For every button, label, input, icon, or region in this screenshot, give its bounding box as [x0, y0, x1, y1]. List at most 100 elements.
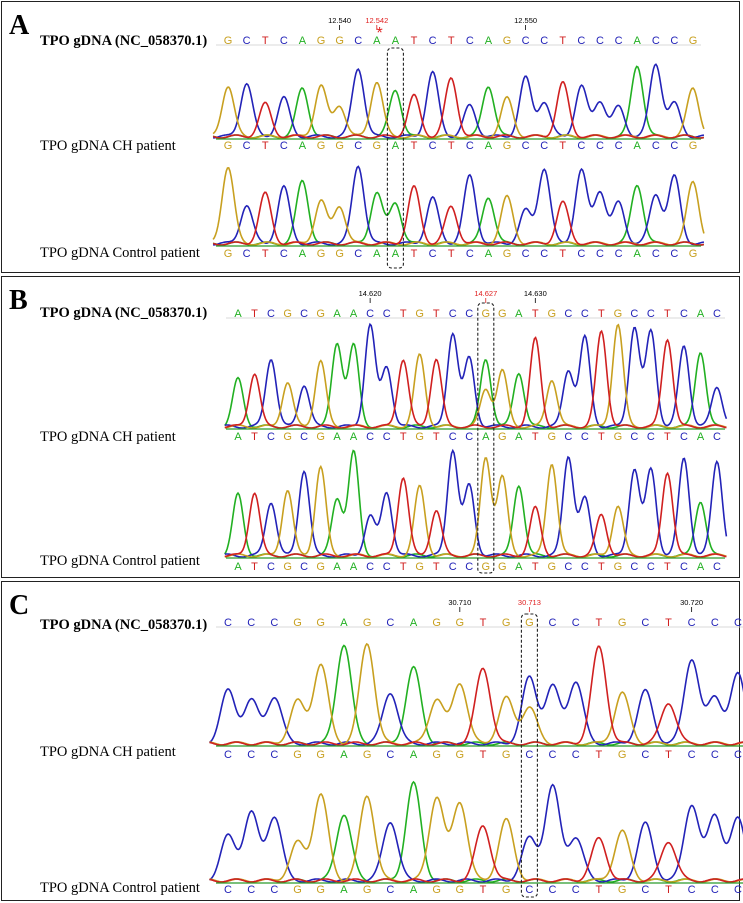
panel-1-control-base: A	[234, 561, 242, 573]
panel-2-reference-base: G	[502, 617, 511, 629]
panel-1-ch-base: C	[647, 431, 655, 443]
panel-2-control-base: G	[293, 884, 302, 896]
panel-2-reference-base: G	[316, 617, 325, 629]
panel-0-ch-base: T	[411, 140, 418, 152]
panel-1-control-base: C	[713, 561, 721, 573]
panel-2-control-base: G	[432, 884, 441, 896]
panel-1-control-base: G	[415, 561, 424, 573]
panel-0-ch-base: A	[634, 140, 642, 152]
panel-1-control-base: A	[350, 561, 358, 573]
panel-2-ch-base: C	[711, 749, 719, 761]
panel-1-reference-base: A	[697, 308, 705, 320]
panel-1-control-base: C	[383, 561, 391, 573]
panel-0-reference-base: A	[485, 35, 493, 47]
panel-2-control-trace-T	[209, 825, 743, 883]
panel-1-control-base: C	[300, 561, 308, 573]
panel-0-reference-base: C	[577, 35, 585, 47]
panel-0-reference-base: A	[299, 35, 307, 47]
panel-2-variant-box	[520, 613, 538, 898]
panel-2-reference-base: C	[711, 617, 719, 629]
panel-0-control-base: G	[689, 248, 698, 260]
panel-1-reference-base: T	[433, 308, 440, 320]
panel-2-position-label: 30.713	[518, 598, 541, 607]
panel-1-reference-base: G	[482, 308, 491, 320]
panel-c-reference-label: TPO gDNA (NC_058370.1)	[40, 617, 208, 633]
panel-1-reference-base: C	[267, 308, 275, 320]
panel-1-control-base: C	[647, 561, 655, 573]
panel-1-ch-base: C	[267, 431, 275, 443]
panel-2-reference-base: T	[596, 617, 603, 629]
panel-c-letter: C	[9, 590, 30, 621]
panel-b-reference-label: TPO gDNA (NC_058370.1)	[40, 305, 208, 321]
panel-1-ch-base: G	[283, 431, 292, 443]
panel-2-control-base: C	[711, 884, 719, 896]
panel-0-control-base: C	[615, 248, 623, 260]
panel-0-variant-asterisk: *	[376, 25, 382, 42]
panel-2-control-base: G	[316, 884, 325, 896]
panel-2-control-base: T	[480, 884, 487, 896]
panel-0-ch-base: C	[615, 140, 623, 152]
panel-0-reference-base: C	[280, 35, 288, 47]
panel-1-reference-base: C	[713, 308, 721, 320]
panel-1-reference-base: A	[234, 308, 242, 320]
panel-1-ch-base: C	[300, 431, 308, 443]
panel-1-control-base: T	[433, 561, 440, 573]
panel-0-reference-base: C	[522, 35, 530, 47]
panel-0-reference-base: C	[670, 35, 678, 47]
panel-0-ch-base: C	[429, 140, 437, 152]
panel-0-control-base: C	[577, 248, 585, 260]
panel-1-control-base: G	[283, 561, 292, 573]
panel-2-control-base: T	[596, 884, 603, 896]
panel-0-reference-base: C	[466, 35, 474, 47]
panel-0-ch-base: C	[652, 140, 660, 152]
panel-0-control-base: A	[634, 248, 642, 260]
panel-0-reference-base: C	[652, 35, 660, 47]
panel-1-reference-base: C	[630, 308, 638, 320]
panel-1-reference-base: A	[350, 308, 358, 320]
panel-a-letter: A	[9, 10, 30, 41]
panel-b-ch-label: TPO gDNA CH patient	[40, 429, 176, 445]
panel-0-ch-base: A	[392, 140, 400, 152]
panel-1-reference-base: C	[581, 308, 589, 320]
panel-1-reference-base: G	[415, 308, 424, 320]
panel-1-position-label: 14.620	[359, 289, 382, 298]
panel-2-ch-base: G	[456, 749, 465, 761]
panel-2-reference-base: A	[340, 617, 348, 629]
panel-2-reference-base: T	[480, 617, 487, 629]
panel-2-reference-base: G	[293, 617, 302, 629]
panel-1-ch-base: G	[498, 431, 507, 443]
panel-2-ch-base: T	[596, 749, 603, 761]
panel-0-control-base: A	[485, 248, 493, 260]
panel-2-control-base: A	[340, 884, 348, 896]
panel-1-ch-base: C	[581, 431, 589, 443]
panel-1-ch-base: A	[697, 431, 705, 443]
panel-0-variant-box	[386, 47, 404, 269]
panel-1-reference-base: C	[366, 308, 374, 320]
panel-c-ch-label: TPO gDNA CH patient	[40, 744, 176, 760]
panel-0-ch-base: A	[485, 140, 493, 152]
panel-0-reference-base: C	[596, 35, 604, 47]
panel-1-control-base: G	[548, 561, 557, 573]
panel-2-control-base: C	[641, 884, 649, 896]
panel-1-reference-base: C	[449, 308, 457, 320]
panel-1-reference-base: T	[598, 308, 605, 320]
panel-0-control-base: C	[466, 248, 474, 260]
panel-1-control-base: G	[316, 561, 325, 573]
panel-1-ch-base: G	[548, 431, 557, 443]
panel-2-reference-base: G	[618, 617, 627, 629]
panel-2-control-base: C	[525, 884, 533, 896]
panel-0-control-base: A	[299, 248, 307, 260]
panel-1-control-base: T	[664, 561, 671, 573]
panel-2-ch-base: G	[316, 749, 325, 761]
panel-0-ch-trace-T	[212, 76, 705, 139]
panel-1-ch-base: C	[449, 431, 457, 443]
panel-2-ch-base: A	[410, 749, 418, 761]
panel-a-reference-label: TPO gDNA (NC_058370.1)	[40, 33, 208, 49]
panel-0-control-base: C	[670, 248, 678, 260]
panel-0-reference-base: A	[392, 35, 400, 47]
panel-0-ch-base: T	[262, 140, 269, 152]
panel-1-control-base: A	[333, 561, 341, 573]
panel-0-control-base: T	[411, 248, 418, 260]
panel-0-ch-base: C	[243, 140, 251, 152]
